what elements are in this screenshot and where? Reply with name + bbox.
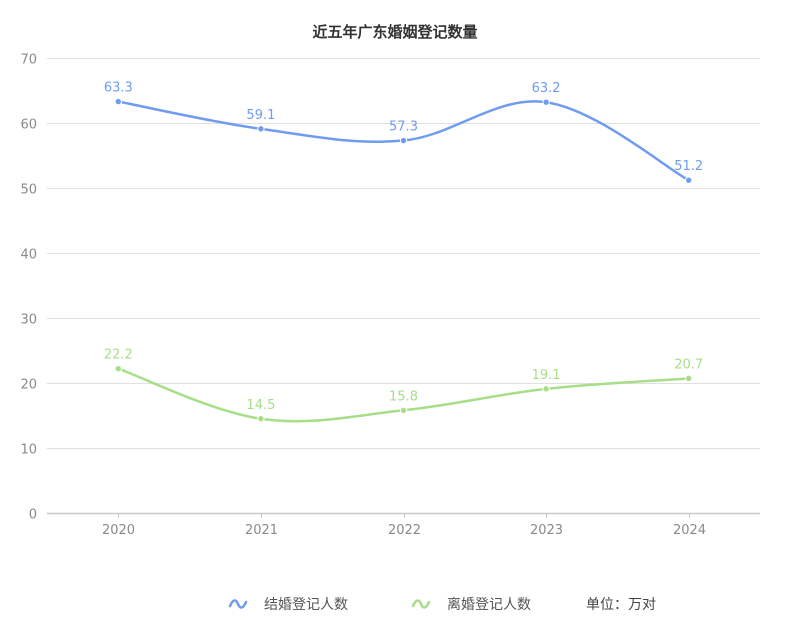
x-tick-label: 2024 [673,523,706,538]
data-label: 63.2 [532,81,561,96]
legend-label: 离婚登记人数 [447,597,531,613]
legend-item-marriage[interactable]: 结婚登记人数 [228,594,348,614]
y-tick-label: 50 [20,183,37,198]
data-label: 22.2 [104,348,133,363]
x-axis: 2020 2021 2022 2023 2024 [47,512,760,538]
line-chart: 0 10 20 30 40 50 60 70 2020 2021 2022 2023 2024 63.… [20,53,760,538]
series-marriage: 63.3 59.1 57.3 63.2 51.2 [104,81,703,184]
unit-label: 单位：万对 [586,597,656,613]
data-label: 59.1 [246,108,275,123]
y-tick-label: 20 [20,378,37,393]
legend: 结婚登记人数 离婚登记人数 单位：万对 [0,594,790,616]
x-tick-label: 2021 [245,523,278,538]
data-label: 20.7 [674,357,703,372]
data-point[interactable] [542,385,550,393]
wave-icon [411,599,431,609]
data-label: 14.5 [246,398,275,413]
data-point[interactable] [399,406,408,414]
data-point[interactable] [114,365,123,373]
y-tick-label: 60 [20,118,37,133]
data-label: 15.8 [389,389,418,404]
series-lines: 63.3 59.1 57.3 63.2 51.2 22.2 14.5 15.8 19.1 20.7 [104,81,703,423]
data-point[interactable] [257,125,265,133]
data-point[interactable] [685,176,693,184]
x-tick-label: 2023 [530,523,563,538]
gridlines [47,58,760,449]
chart-title: 近五年广东婚姻登记数量 [312,23,478,41]
y-tick-label: 30 [20,313,37,328]
data-label: 57.3 [389,120,418,135]
y-tick-label: 10 [20,443,37,458]
series-divorce: 22.2 14.5 15.8 19.1 20.7 [104,348,703,423]
wave-icon [228,599,248,609]
data-label: 51.2 [674,159,703,174]
data-point[interactable] [114,97,123,106]
x-tick-label: 2020 [102,523,135,538]
legend-label: 结婚登记人数 [264,597,348,613]
data-point[interactable] [685,374,693,383]
y-tick-label: 70 [20,53,37,68]
x-tick-label: 2022 [388,523,421,538]
data-point[interactable] [257,415,265,423]
data-point[interactable] [399,136,408,145]
data-point[interactable] [542,98,550,106]
legend-item-divorce[interactable]: 离婚登记人数 [411,594,531,614]
data-label: 63.3 [104,81,133,96]
y-axis: 0 10 20 30 40 50 60 70 [20,53,37,523]
data-label: 19.1 [532,368,561,383]
y-tick-label: 0 [29,508,37,523]
y-tick-label: 40 [20,248,37,263]
